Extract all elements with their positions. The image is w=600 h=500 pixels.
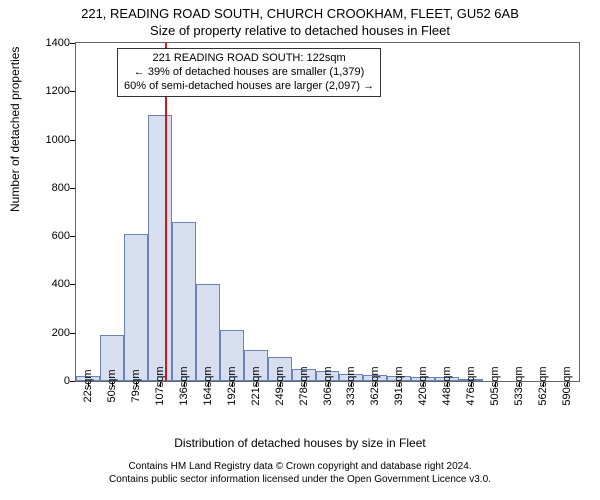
x-tick-mark xyxy=(280,382,281,387)
chart-title-subtitle: Size of property relative to detached ho… xyxy=(0,23,600,38)
y-tick-mark xyxy=(70,140,75,141)
x-tick-mark xyxy=(304,382,305,387)
annotation-box: 221 READING ROAD SOUTH: 122sqm← 39% of d… xyxy=(117,48,381,97)
y-tick-label: 400 xyxy=(30,278,70,290)
y-tick-label: 200 xyxy=(30,327,70,339)
x-tick-mark xyxy=(495,382,496,387)
footer-line-1: Contains HM Land Registry data © Crown c… xyxy=(0,460,600,473)
y-tick-mark xyxy=(70,333,75,334)
y-tick-mark xyxy=(70,236,75,237)
annotation-line: ← 39% of detached houses are smaller (1,… xyxy=(124,66,374,80)
x-tick-mark xyxy=(208,382,209,387)
y-tick-mark xyxy=(70,91,75,92)
chart-title-address: 221, READING ROAD SOUTH, CHURCH CROOKHAM… xyxy=(0,6,600,21)
x-axis-label: Distribution of detached houses by size … xyxy=(0,436,600,450)
y-tick-label: 600 xyxy=(30,230,70,242)
x-tick-mark xyxy=(88,382,89,387)
y-tick-label: 0 xyxy=(30,375,70,387)
y-tick-label: 1400 xyxy=(30,37,70,49)
x-tick-mark xyxy=(375,382,376,387)
y-tick-mark xyxy=(70,381,75,382)
x-tick-mark xyxy=(423,382,424,387)
y-tick-label: 1000 xyxy=(30,134,70,146)
x-tick-mark xyxy=(328,382,329,387)
x-tick-mark xyxy=(471,382,472,387)
footer-line-2: Contains public sector information licen… xyxy=(0,473,600,486)
x-tick-mark xyxy=(160,382,161,387)
x-tick-mark xyxy=(136,382,137,387)
annotation-line: 60% of semi-detached houses are larger (… xyxy=(124,80,374,94)
x-tick-mark xyxy=(519,382,520,387)
x-tick-mark xyxy=(112,382,113,387)
histogram-bar xyxy=(124,234,148,381)
histogram-bar xyxy=(148,115,172,381)
x-tick-mark xyxy=(351,382,352,387)
annotation-line: 221 READING ROAD SOUTH: 122sqm xyxy=(124,52,374,66)
y-tick-label: 1200 xyxy=(30,85,70,97)
x-tick-mark xyxy=(399,382,400,387)
x-tick-mark xyxy=(543,382,544,387)
y-tick-mark xyxy=(70,43,75,44)
histogram-bar xyxy=(172,222,196,381)
x-tick-mark xyxy=(232,382,233,387)
y-axis-label: Number of detached properties xyxy=(8,47,22,212)
y-tick-mark xyxy=(70,188,75,189)
x-tick-mark xyxy=(567,382,568,387)
footer-attribution: Contains HM Land Registry data © Crown c… xyxy=(0,460,600,486)
y-tick-label: 800 xyxy=(30,182,70,194)
chart-container: 221, READING ROAD SOUTH, CHURCH CROOKHAM… xyxy=(0,0,600,500)
y-tick-mark xyxy=(70,284,75,285)
x-tick-mark xyxy=(447,382,448,387)
x-tick-mark xyxy=(184,382,185,387)
x-tick-mark xyxy=(256,382,257,387)
